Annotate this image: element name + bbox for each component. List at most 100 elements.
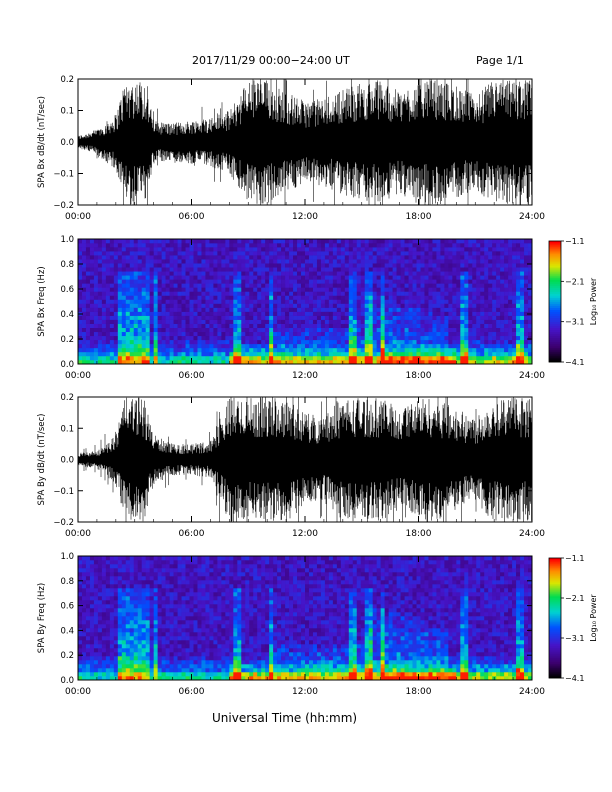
spectrogram-cell	[105, 612, 111, 617]
spectrogram-cell	[316, 359, 322, 365]
spectrogram-cell	[460, 287, 465, 292]
spectrogram-cell	[305, 347, 310, 353]
spectrogram-cell	[324, 319, 330, 324]
spectrogram-cell	[157, 592, 162, 597]
spectrogram-cell	[285, 259, 290, 264]
spectrogram-cell	[500, 339, 505, 345]
spectrogram-cell	[177, 243, 182, 248]
spectrogram-cell	[217, 636, 222, 641]
spectrogram-cell	[364, 255, 370, 260]
spectrogram-cell	[229, 311, 234, 316]
spectrogram-cell	[173, 247, 178, 252]
spectrogram-cell	[328, 339, 334, 345]
spectrogram-cell	[113, 291, 119, 296]
spectrogram-cell	[89, 600, 95, 605]
spectrogram-cell	[249, 263, 254, 268]
spectrogram-cell	[181, 568, 186, 573]
spectrogram-cell	[161, 347, 166, 353]
spectrogram-cell	[197, 359, 202, 365]
spectrogram-cell	[520, 303, 525, 308]
spectrogram-cell	[109, 612, 115, 617]
spectrogram-cell	[233, 335, 238, 341]
spectrogram-cell	[328, 271, 334, 276]
spectrogram-cell	[476, 279, 481, 284]
spectrogram-cell	[384, 291, 389, 296]
spectrogram-cell	[480, 239, 485, 244]
spectrogram-cell	[380, 279, 385, 284]
spectrogram-cell	[432, 247, 437, 252]
spectrogram-cell	[261, 335, 266, 341]
spectrogram-cell	[101, 612, 107, 617]
spectrogram-cell	[149, 588, 154, 593]
spectrogram-cell	[129, 287, 135, 292]
spectrogram-cell	[145, 279, 150, 284]
spectrogram-cell	[137, 359, 143, 365]
spectrogram-cell	[496, 287, 501, 292]
spectrogram-cell	[109, 303, 115, 308]
spectrogram-cell	[105, 564, 111, 569]
spectrogram-cell	[193, 359, 198, 365]
spectrogram-cell	[209, 636, 214, 641]
spectrogram-cell	[185, 347, 190, 353]
spectrogram-cell	[141, 343, 146, 349]
spectrogram-cell	[221, 279, 226, 284]
spectrogram-cell	[169, 588, 174, 593]
spectrogram-cell	[221, 608, 226, 613]
spectrogram-cell	[185, 656, 190, 661]
spectrogram-cell	[189, 331, 194, 337]
spectrogram-cell	[213, 251, 218, 256]
spectrogram-cell	[388, 263, 393, 268]
spectrogram-cell	[141, 311, 146, 316]
spectrogram-cell	[249, 287, 254, 292]
spectrogram-cell	[312, 267, 318, 272]
spectrogram-cell	[348, 279, 354, 284]
spectrogram-cell	[177, 247, 182, 252]
spectrogram-cell	[257, 287, 262, 292]
spectrogram-cell	[181, 291, 186, 296]
spectrogram-cell	[181, 263, 186, 268]
spectrogram-cell	[113, 640, 119, 645]
spectrogram-cell	[448, 319, 453, 324]
spectrogram-cell	[97, 624, 103, 629]
spectrogram-cell	[229, 303, 234, 308]
spectrogram-cell	[245, 243, 250, 248]
spectrogram-cell	[368, 287, 373, 292]
spectrogram-cell	[153, 283, 158, 288]
spectrogram-cell	[289, 343, 294, 349]
spectrogram-cell	[149, 259, 154, 264]
spectrogram-cell	[101, 624, 107, 629]
spectrogram-cell	[305, 351, 310, 357]
spectrogram-cell	[484, 331, 489, 337]
spectrogram-cell	[78, 263, 83, 268]
spectrogram-cell	[185, 259, 190, 264]
spectrogram-cell	[105, 343, 111, 349]
spectrogram-cell	[129, 263, 135, 268]
spectrogram-cell	[133, 275, 139, 280]
spectrogram-cell	[301, 311, 306, 316]
spectrogram-cell	[312, 291, 318, 296]
spectrogram-cell	[384, 331, 389, 337]
spectrogram-cell	[169, 291, 174, 296]
spectrogram-cell	[528, 243, 533, 248]
spectrogram-cell	[78, 660, 83, 665]
spectrogram-cell	[500, 275, 505, 280]
spectrogram-cell	[153, 239, 158, 244]
spectrogram-cell	[125, 608, 131, 613]
spectrogram-cell	[137, 612, 143, 617]
spectrogram-cell	[225, 652, 230, 657]
spectrogram-cell	[133, 584, 139, 589]
colorbar-swatch	[549, 251, 561, 254]
spectrogram-cell	[265, 343, 270, 349]
spectrogram-cell	[372, 275, 377, 280]
spectrogram-cell	[404, 263, 409, 268]
spectrogram-cell	[504, 359, 509, 365]
spectrogram-cell	[221, 628, 226, 633]
spectrogram-cell	[289, 355, 294, 361]
spectrogram-cell	[404, 331, 409, 337]
spectrogram-cell	[78, 596, 83, 601]
spectrogram-cell	[201, 295, 206, 300]
spectrogram-cell	[524, 291, 529, 296]
spectrogram-cell	[161, 335, 166, 341]
spectrogram-cell	[484, 299, 489, 304]
spectrogram-cell	[229, 652, 234, 657]
